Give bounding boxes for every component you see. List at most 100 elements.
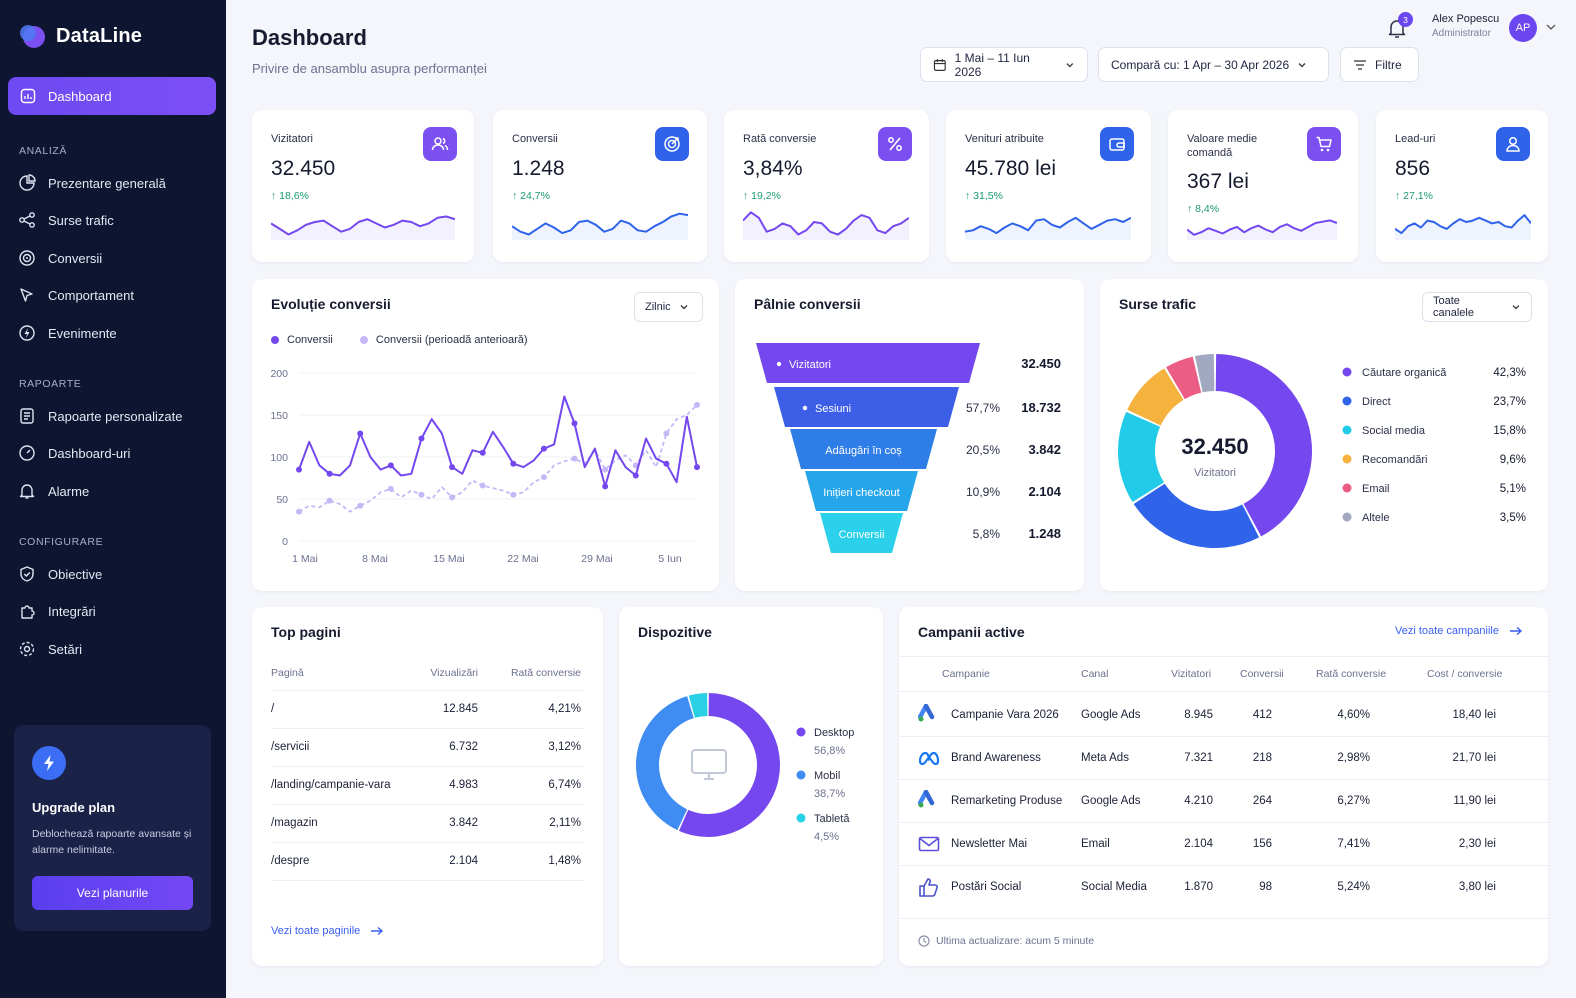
kpi-delta: ↑ 19,2% bbox=[743, 190, 781, 202]
previous-period-point bbox=[326, 497, 333, 504]
chevron-down-icon bbox=[1512, 305, 1520, 310]
legend-percent: 9,6% bbox=[1500, 454, 1526, 466]
bell-icon bbox=[19, 484, 35, 499]
chevron-down-icon bbox=[1298, 62, 1306, 67]
legend-label: Direct bbox=[1362, 396, 1391, 408]
sidebar-item-behavior[interactable]: Comportament bbox=[18, 285, 134, 305]
sparkline-line bbox=[271, 215, 455, 236]
sparkline-line bbox=[512, 212, 688, 236]
campaign-conversions: 264 bbox=[1252, 795, 1272, 807]
bolt-circle-icon bbox=[19, 325, 35, 341]
calendar-icon bbox=[933, 58, 946, 71]
link-label: Vezi toate campaniile bbox=[1395, 625, 1499, 637]
chart-legend: Conversii Conversii (perioadă anterioară… bbox=[271, 334, 528, 346]
channel-filter-value: Toate canalele bbox=[1433, 295, 1474, 319]
chevron-down-icon[interactable] bbox=[1545, 21, 1557, 33]
sidebar-item-traffic-sources[interactable]: Surse trafic bbox=[18, 210, 114, 230]
channel-filter-dropdown[interactable]: Toate canalele bbox=[1422, 292, 1532, 322]
kpi-label: Conversii bbox=[512, 133, 558, 145]
column-header: Pagină bbox=[271, 667, 304, 679]
column-header: Campanie bbox=[942, 668, 990, 680]
y-tick-label: 0 bbox=[282, 536, 288, 548]
kpi-card-leads[interactable]: Lead-uri 856 ↑ 27,1% bbox=[1376, 110, 1548, 262]
view-plans-button[interactable]: Vezi planurile bbox=[32, 876, 193, 910]
sidebar-item-conversions[interactable]: Conversii bbox=[18, 248, 102, 268]
arrow-right-icon bbox=[371, 926, 384, 936]
sidebar-section-title: CONFIGURARE bbox=[19, 536, 104, 548]
kpi-value: 856 bbox=[1395, 157, 1431, 180]
funnel-segment bbox=[774, 387, 959, 427]
sparkline-line bbox=[1187, 219, 1337, 236]
sidebar-item-alarms[interactable]: Alarme bbox=[18, 481, 89, 501]
sparkline-line bbox=[965, 216, 1131, 235]
column-header: Rată conversie bbox=[510, 667, 581, 679]
sidebar-item-events[interactable]: Evenimente bbox=[18, 323, 117, 343]
kpi-card-conversions[interactable]: Conversii 1.248 ↑ 24,7% bbox=[493, 110, 707, 262]
funnel-percent: 10,9% bbox=[966, 485, 1000, 499]
page-path: /despre bbox=[271, 855, 310, 867]
cart-icon bbox=[1307, 127, 1341, 161]
legend-label: Altele bbox=[1362, 512, 1390, 524]
legend-label: Recomandări bbox=[1362, 454, 1427, 466]
traffic-source-slice bbox=[1118, 411, 1164, 502]
page-views: 6.732 bbox=[449, 741, 478, 753]
app-logo[interactable]: DataLine bbox=[18, 22, 142, 50]
user-role: Administrator bbox=[1432, 28, 1491, 39]
compare-range-picker[interactable]: Compară cu: 1 Apr – 30 Apr 2026 bbox=[1098, 47, 1329, 82]
compare-range-value: Compară cu: 1 Apr – 30 Apr 2026 bbox=[1111, 57, 1290, 72]
sidebar-item-label: Evenimente bbox=[48, 325, 117, 341]
y-tick-label: 150 bbox=[270, 410, 288, 422]
kpi-card-visitors[interactable]: Vizitatori 32.450 ↑ 18,6% bbox=[252, 110, 474, 262]
previous-period-point bbox=[479, 482, 486, 489]
sidebar-item-goals[interactable]: Obiective bbox=[18, 564, 102, 584]
kpi-sparkline bbox=[1395, 214, 1531, 240]
sidebar-item-dashboards[interactable]: Dashboard-uri bbox=[18, 443, 130, 463]
kpi-card-avg-order[interactable]: Valoare medie comandă 367 lei ↑ 8,4% bbox=[1168, 110, 1358, 262]
column-header: Cost / conversie bbox=[1427, 668, 1503, 680]
funnel-percent: 5,8% bbox=[973, 527, 1001, 541]
last-update: Ultima actualizare: acum 5 minute bbox=[918, 935, 1094, 947]
target-icon bbox=[655, 127, 689, 161]
kpi-sparkline bbox=[271, 215, 455, 240]
conversions-point bbox=[540, 445, 547, 452]
column-header: Canal bbox=[1081, 668, 1109, 680]
sidebar-item-overview[interactable]: Prezentare generală bbox=[18, 173, 166, 193]
page-views: 3.842 bbox=[449, 817, 478, 829]
sidebar-item-custom-reports[interactable]: Rapoarte personalizate bbox=[18, 406, 182, 426]
funnel-value: 1.248 bbox=[1028, 526, 1061, 541]
legend-dot bbox=[1342, 483, 1352, 493]
sparkline-area bbox=[743, 212, 909, 240]
period-value: Zilnic bbox=[645, 301, 671, 313]
date-range-picker[interactable]: 1 Mai – 11 Iun 2026 bbox=[920, 47, 1088, 82]
donut-center-label: Vizitatori bbox=[1194, 467, 1236, 479]
avatar[interactable]: AP bbox=[1509, 14, 1537, 42]
sidebar-item-integrations[interactable]: Integrări bbox=[18, 601, 96, 621]
kpi-delta-value: 8,4% bbox=[1195, 203, 1220, 215]
previous-period-line bbox=[298, 404, 698, 513]
campaign-conversions: 218 bbox=[1252, 752, 1272, 764]
sidebar: DataLine Dashboard ANALIZĂ Prezentare ge… bbox=[0, 0, 226, 998]
sidebar-item-dashboard[interactable]: Dashboard bbox=[8, 77, 216, 115]
mail-icon bbox=[918, 836, 940, 852]
sidebar-item-settings[interactable]: Setări bbox=[18, 639, 82, 659]
user-icon bbox=[1496, 127, 1530, 161]
view-all-pages-link[interactable]: Vezi toate paginile bbox=[271, 925, 384, 937]
google-ads-icon bbox=[918, 790, 935, 808]
campaign-cost-per-conversion: 3,80 lei bbox=[1458, 881, 1496, 893]
funnel-stage-label: Adăugări în coș bbox=[825, 445, 902, 457]
previous-period-point bbox=[694, 401, 700, 408]
card-title: Top pagini bbox=[271, 624, 341, 640]
filters-button[interactable]: Filtre bbox=[1340, 47, 1419, 82]
kpi-card-conversion-rate[interactable]: Rată conversie 3,84% ↑ 19,2% bbox=[724, 110, 929, 262]
column-header: Vizualizări bbox=[430, 667, 478, 679]
thumbs-up-icon bbox=[919, 878, 938, 897]
conversions-point bbox=[694, 464, 700, 471]
period-dropdown[interactable]: Zilnic bbox=[634, 292, 703, 322]
funnel-dot bbox=[802, 405, 808, 411]
kpi-card-revenue[interactable]: Venituri atribuite 45.780 lei ↑ 31,5% bbox=[946, 110, 1151, 262]
conversions-point bbox=[296, 466, 302, 473]
kpi-value: 1.248 bbox=[512, 157, 565, 180]
legend-dot bbox=[796, 813, 806, 823]
previous-period-point bbox=[602, 466, 609, 473]
view-all-campaigns-link[interactable]: Vezi toate campaniile bbox=[1395, 625, 1523, 637]
